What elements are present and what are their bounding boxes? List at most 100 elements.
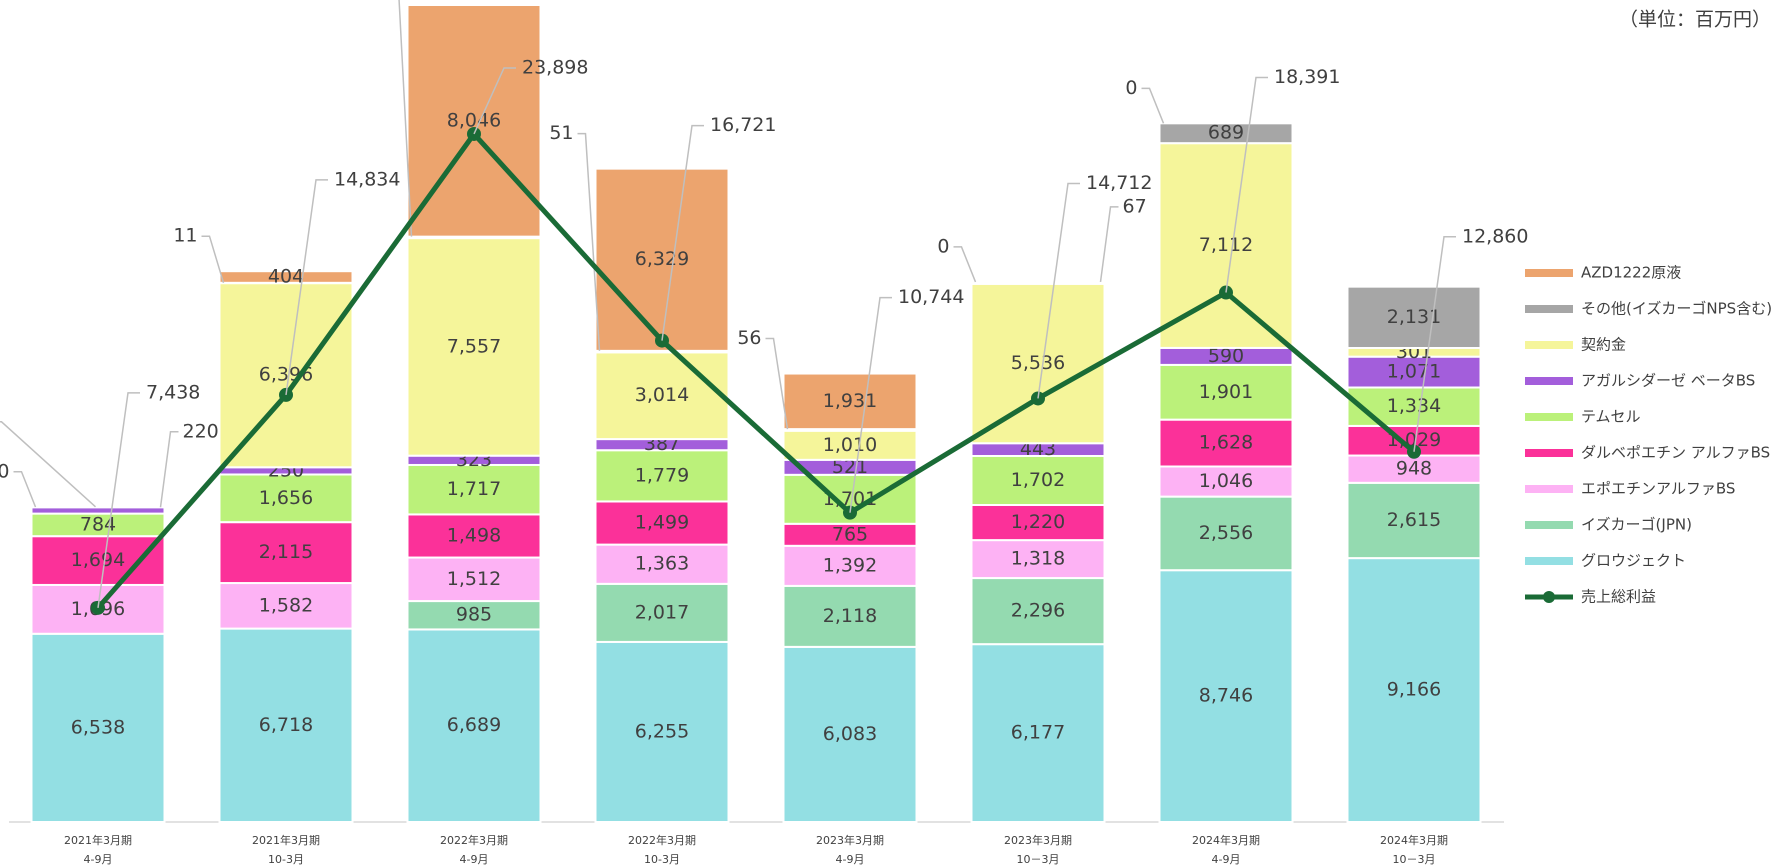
bar-segment	[218, 582, 354, 630]
value-label: 1,931	[823, 390, 877, 412]
callout-line	[1225, 76, 1268, 293]
value-label: 521	[832, 456, 868, 478]
callout-line	[577, 132, 601, 351]
bar-segment	[782, 372, 918, 431]
value-label: 6,538	[71, 716, 125, 738]
callout-line	[1037, 182, 1080, 399]
value-label: 220	[183, 420, 219, 442]
x-tick-label: 4-9月	[836, 853, 865, 865]
value-label: 6,718	[259, 714, 313, 736]
legend-swatch	[1525, 269, 1573, 277]
bar-segment	[218, 282, 354, 469]
callout-line	[201, 235, 225, 284]
callout-line	[13, 471, 37, 508]
legend-swatch	[1525, 413, 1573, 421]
x-tick-label: 2023年3月期	[816, 833, 884, 847]
value-label: 51	[549, 122, 573, 144]
legend-label: その他(イズカーゴNPS含む)	[1581, 300, 1772, 318]
line-value-label: 23,898	[522, 57, 588, 79]
bar-segment	[782, 645, 918, 823]
callout-line	[661, 124, 704, 341]
legend-swatch	[1525, 341, 1573, 349]
value-label: 1,694	[71, 549, 125, 571]
legend-label: ダルベポエチン アルファBS	[1581, 444, 1770, 462]
bar-segment	[1346, 285, 1482, 350]
callout-line	[473, 67, 516, 135]
value-label: 0	[1125, 77, 1137, 99]
bar-segment	[30, 632, 166, 824]
callout-line	[1413, 236, 1456, 452]
x-tick-label: 4-9月	[460, 853, 489, 865]
value-label: 985	[456, 604, 492, 626]
callout-line	[953, 246, 977, 283]
bar-segment	[782, 584, 918, 648]
bar-segment	[594, 640, 730, 823]
unit-note: （単位：百万円）	[1619, 9, 1771, 31]
value-label: 10	[0, 460, 10, 482]
callout-line	[97, 392, 140, 608]
line-value-label: 16,721	[710, 114, 776, 136]
legend-swatch	[1525, 449, 1573, 457]
callout-line	[1141, 87, 1165, 124]
legend-swatch	[1525, 305, 1573, 313]
bar-segment	[1158, 122, 1294, 145]
value-label: 1,334	[1387, 395, 1441, 417]
value-label: 1,392	[823, 554, 877, 576]
value-label: 6,329	[635, 248, 689, 270]
x-tick-label: 10－3月	[1017, 853, 1060, 865]
bar-segment	[1346, 355, 1482, 389]
callout-line	[1099, 206, 1119, 283]
value-label: 1,512	[447, 568, 501, 590]
x-tick-label: 2024年3月期	[1380, 833, 1448, 847]
value-label: 56	[737, 327, 761, 349]
x-tick-label: 2022年3月期	[628, 833, 696, 847]
value-label: 1,656	[259, 487, 313, 509]
callout-line	[398, 0, 413, 237]
bar-segment	[406, 600, 542, 631]
bar-segment	[406, 556, 542, 603]
value-label: 1,779	[635, 464, 689, 486]
bar-segment	[218, 473, 354, 524]
bar-segment	[594, 449, 730, 503]
value-label: 784	[80, 513, 116, 535]
value-label: 2,556	[1199, 522, 1253, 544]
x-tick-label: 2021年3月期	[252, 833, 320, 847]
value-label: 1,363	[635, 553, 689, 575]
line-value-label: 10,744	[898, 286, 964, 308]
legend-label: アガルシダーゼ ベータBS	[1581, 372, 1755, 390]
value-label: 8,046	[447, 109, 501, 131]
bar-segment	[1158, 569, 1294, 824]
value-label: 3,014	[635, 384, 689, 406]
bar-segment	[1158, 465, 1294, 498]
value-label: 1,220	[1011, 511, 1065, 533]
x-tick-label: 10-3月	[644, 853, 680, 865]
value-label: 765	[832, 523, 868, 545]
legend-swatch	[1543, 591, 1555, 603]
value-label: 2,118	[823, 605, 877, 627]
value-label: 6,255	[635, 720, 689, 742]
value-label: 2,017	[635, 601, 689, 623]
line-value-label: 14,834	[334, 168, 400, 190]
value-label: 7,557	[447, 335, 501, 357]
value-label: 1,046	[1199, 470, 1253, 492]
x-tick-label: 4-9月	[84, 853, 113, 865]
x-tick-label: 4-9月	[1212, 853, 1241, 865]
line-value-label: 7,438	[146, 381, 200, 403]
x-tick-label: 10-3月	[268, 853, 304, 865]
bar-segment	[1346, 454, 1482, 484]
value-label: 5,536	[1011, 352, 1065, 374]
callout-line	[0, 421, 97, 508]
callout-line	[285, 179, 328, 396]
value-label: 1,717	[447, 478, 501, 500]
legend-label: 契約金	[1581, 336, 1626, 354]
value-label: 6,083	[823, 723, 877, 745]
bar-segment	[1346, 557, 1482, 823]
legend-label: AZD1222原液	[1581, 264, 1681, 282]
bar-segment	[970, 280, 1106, 285]
legend-label: エポエチンアルファBS	[1581, 480, 1735, 498]
bar-segment	[218, 627, 354, 824]
value-label: 7,112	[1199, 234, 1253, 256]
legend-swatch	[1525, 521, 1573, 529]
bar-segment	[970, 282, 1106, 445]
